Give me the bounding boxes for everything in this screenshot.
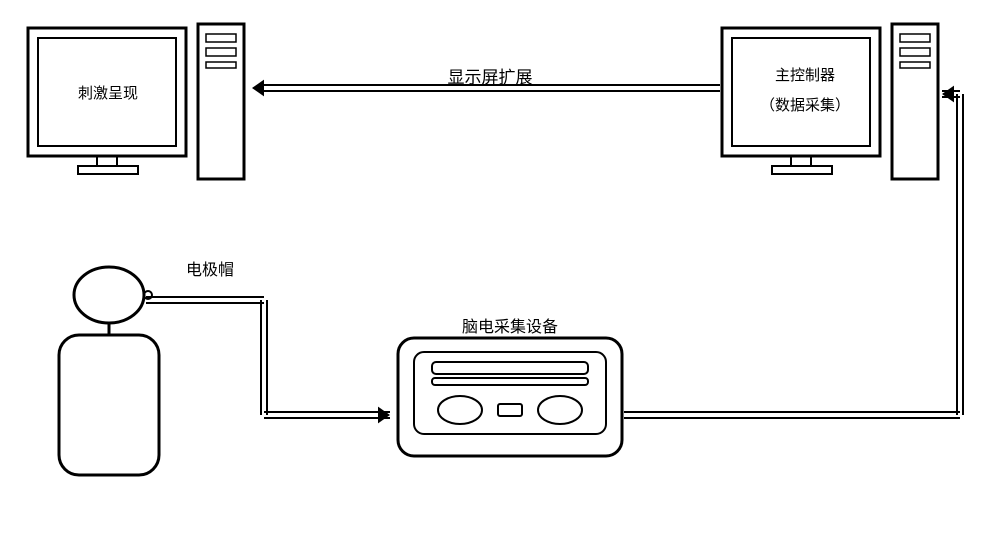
controller-line2: （数据采集）: [745, 95, 865, 116]
controller-line1: 主控制器: [755, 65, 855, 86]
eeg-device-label: 脑电采集设备: [440, 313, 580, 337]
electrode-cap-label: 电极帽: [170, 256, 250, 280]
stimulus-label: 刺激呈现: [63, 83, 153, 104]
display-ext-label: 显示屏扩展: [430, 63, 550, 88]
